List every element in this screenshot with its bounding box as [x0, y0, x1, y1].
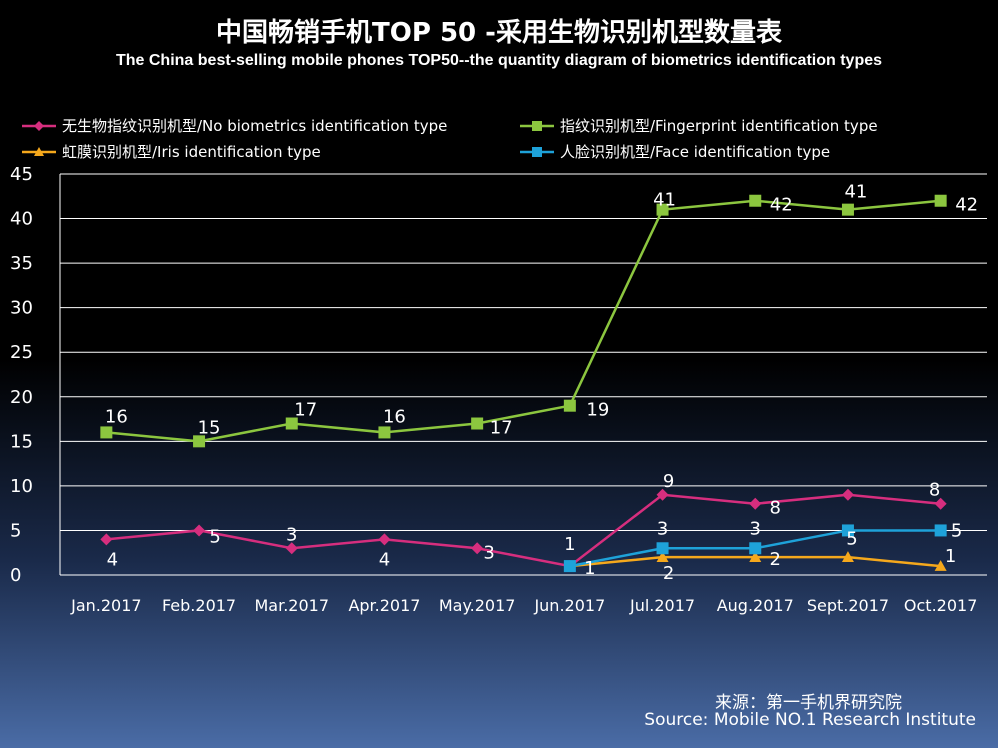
legend-marker — [34, 121, 44, 131]
x-tick-label: Mar.2017 — [254, 596, 329, 615]
data-point — [841, 488, 854, 501]
chart-subtitle: The China best-selling mobile phones TOP… — [115, 52, 883, 69]
data-point — [934, 497, 947, 510]
data-label: 5 — [209, 526, 220, 547]
y-tick-label: 25 — [10, 342, 33, 363]
data-label: 4 — [107, 549, 118, 570]
data-label: 2 — [663, 563, 674, 584]
data-label: 3 — [286, 524, 297, 545]
x-tick-label: May.2017 — [439, 596, 516, 615]
data-label: 9 — [663, 471, 674, 492]
data-label: 16 — [383, 406, 406, 427]
data-point — [193, 524, 206, 537]
data-point — [656, 203, 669, 216]
data-point — [471, 417, 484, 430]
data-label: 16 — [105, 406, 128, 427]
data-point — [193, 435, 206, 448]
y-tick-label: 35 — [10, 253, 33, 274]
x-tick-label: Apr.2017 — [348, 596, 420, 615]
data-label: 17 — [490, 418, 513, 439]
data-point — [656, 542, 669, 555]
x-tick-label: Feb.2017 — [162, 596, 236, 615]
data-label: 3 — [657, 518, 668, 539]
data-point — [841, 524, 854, 537]
x-tick-label: Oct.2017 — [904, 596, 977, 615]
data-point — [841, 551, 854, 562]
data-point — [749, 497, 762, 510]
chart-title: 中国畅销手机TOP 50 -采用生物识别机型数量表 — [216, 18, 782, 48]
data-point — [563, 399, 576, 412]
data-point — [749, 551, 762, 562]
legend: 无生物指纹识别机型/No biometrics identification t… — [22, 117, 878, 161]
data-point — [100, 426, 113, 439]
data-point — [841, 203, 854, 216]
data-point — [749, 542, 762, 555]
data-label: 5 — [846, 528, 857, 549]
y-tick-label: 15 — [10, 431, 33, 452]
data-label: 1 — [945, 546, 956, 567]
data-label: 8 — [770, 498, 781, 519]
data-label: 17 — [294, 400, 317, 421]
y-axis-ticks: 0 5 10 15 20 25 30 35 40 45 — [10, 164, 33, 586]
data-label: 3 — [750, 518, 761, 539]
data-point — [934, 560, 947, 571]
y-tick-label: 0 — [10, 565, 21, 586]
source-cn: 来源：第一手机界研究院 — [715, 693, 902, 713]
data-point — [471, 542, 484, 555]
grid-lines — [59, 173, 987, 576]
data-label: 2 — [770, 549, 781, 570]
y-tick-label: 30 — [10, 298, 33, 319]
legend-label: 人脸识别机型/Face identification type — [560, 143, 830, 161]
data-point — [934, 194, 947, 207]
y-tick-label: 40 — [10, 209, 33, 230]
data-label: 3 — [483, 542, 494, 563]
legend-label: 指纹识别机型/Fingerprint identification type — [560, 117, 878, 135]
data-point — [285, 417, 298, 430]
y-tick-label: 20 — [10, 387, 33, 408]
data-point — [563, 560, 576, 573]
x-tick-label: Jan.2017 — [70, 596, 141, 615]
data-point — [656, 551, 669, 562]
data-point — [934, 524, 947, 537]
data-label: 41 — [844, 182, 867, 203]
data-point — [100, 533, 113, 546]
legend-marker — [532, 121, 542, 131]
data-point — [656, 488, 669, 501]
data-label: 15 — [198, 417, 221, 438]
source-en: Source: Mobile NO.1 Research Institute — [644, 710, 976, 730]
legend-marker — [34, 147, 44, 156]
data-point — [749, 194, 762, 207]
y-tick-label: 5 — [10, 520, 21, 541]
data-label: 19 — [586, 400, 609, 421]
x-tick-label: Sept.2017 — [807, 596, 889, 615]
data-label: 4 — [379, 549, 390, 570]
data-label: 42 — [770, 195, 793, 216]
series-line — [106, 493, 941, 568]
data-label: 1 — [584, 558, 595, 579]
series-line — [106, 199, 941, 443]
x-tick-label: Jul.2017 — [629, 596, 695, 615]
data-label: 41 — [653, 190, 676, 211]
y-tick-label: 45 — [10, 164, 33, 185]
legend-label: 无生物指纹识别机型/No biometrics identification t… — [62, 117, 447, 135]
data-point — [378, 426, 391, 439]
legend-marker — [532, 147, 542, 157]
x-axis-ticks: Jan.2017 Feb.2017 Mar.2017 Apr.2017 May.2017… — [70, 596, 977, 615]
data-point — [378, 533, 391, 546]
data-label: 5 — [951, 520, 962, 541]
legend-label: 虹膜识别机型/Iris identification type — [62, 143, 321, 161]
series-group — [100, 194, 947, 573]
data-label: 42 — [955, 195, 978, 216]
x-tick-label: Jun.2017 — [533, 596, 605, 615]
data-point — [285, 542, 298, 555]
data-label: 1 — [564, 534, 575, 555]
data-label: 8 — [929, 480, 940, 501]
x-tick-label: Aug.2017 — [717, 596, 794, 615]
y-tick-label: 10 — [10, 476, 33, 497]
